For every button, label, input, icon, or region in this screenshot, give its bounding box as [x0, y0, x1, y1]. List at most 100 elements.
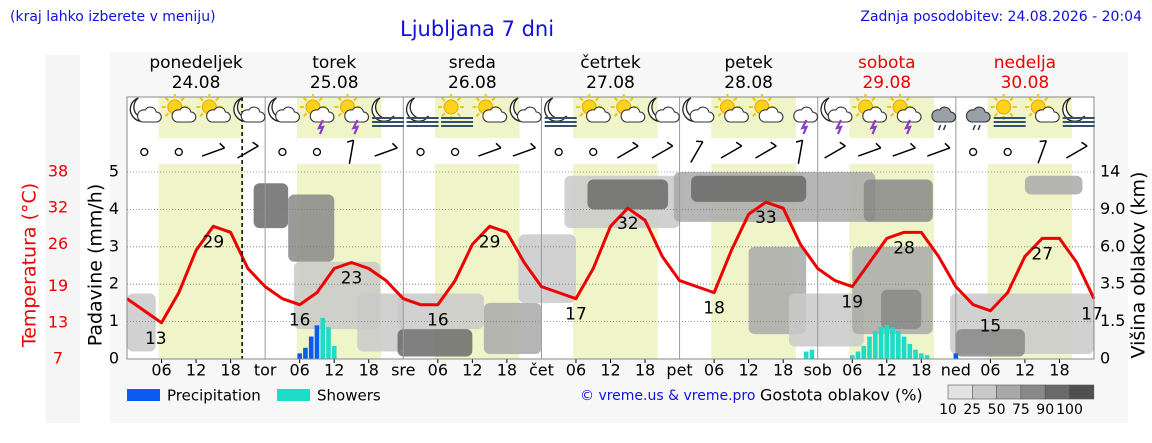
temperature-label: 17: [565, 305, 587, 325]
day-name: četrtek: [580, 53, 641, 73]
legend-label: Showers: [317, 387, 381, 405]
x-tick-label: 18: [497, 361, 517, 380]
lightning: [869, 119, 878, 135]
weather-icon: [371, 97, 405, 127]
x-tick-label: 12: [738, 361, 758, 380]
precip-bar: [320, 317, 326, 359]
x-tick-label: čet: [529, 361, 554, 380]
wind-shaft: [512, 147, 536, 157]
rain-drops: [972, 124, 981, 131]
cloud-cell: [587, 179, 669, 210]
update-time: Zadnja posodobitev: 24.08.2026 - 20:04: [860, 9, 1142, 25]
weather-icon: [438, 94, 474, 127]
temperature-axis-label: Temperatura (°C): [19, 183, 41, 348]
density-swatch: [947, 384, 973, 400]
cloud-cell: [518, 234, 576, 303]
sun-ray: [905, 97, 910, 102]
sun-ray: [353, 97, 358, 102]
x-tick-label: 06: [566, 361, 586, 380]
cloud-cell: [483, 302, 542, 355]
cloud: [344, 106, 369, 123]
cloud: [862, 106, 887, 123]
weather-icon: [129, 97, 162, 123]
y-tick-label: 2: [109, 274, 119, 293]
y2-tick-label: 6.0: [1100, 236, 1125, 255]
precip-bar: [913, 349, 918, 359]
day-name: ponedeljek: [149, 53, 243, 73]
wind-calm: [554, 147, 563, 157]
temperature-label: 16: [289, 311, 311, 331]
sun-ray: [1043, 97, 1049, 102]
cloud: [827, 106, 853, 123]
cloud: [931, 106, 957, 123]
x-tick-label: 06: [980, 361, 1000, 380]
wind-shaft: [892, 147, 916, 157]
wind-feather: [839, 141, 846, 147]
sun-ray: [579, 97, 584, 102]
wind-shaft: [348, 140, 355, 164]
precip-bar: [919, 353, 924, 359]
precip-bar: [924, 355, 930, 359]
wind-feather: [909, 142, 916, 149]
cloud-cell: [127, 293, 156, 352]
temperature-label: 27: [1031, 244, 1053, 264]
x-tick-label: 06: [842, 361, 862, 380]
x-tick-label: tor: [254, 361, 277, 380]
x-tick-label: 12: [600, 361, 620, 380]
weather-icon: [299, 94, 335, 135]
wind-barb: [927, 142, 951, 157]
temperature-label: 23: [341, 268, 363, 288]
x-tick-label: 18: [1049, 361, 1069, 380]
sun-ray: [1028, 97, 1033, 102]
day-date: 30.08: [1001, 73, 1050, 93]
legend-swatch: [127, 389, 160, 401]
wind-feather: [391, 142, 398, 149]
lightning: [316, 119, 325, 135]
x-tick-label: 12: [186, 361, 206, 380]
wind-calm: [140, 147, 149, 157]
menu-note: (kraj lahko izberete v meniju): [10, 9, 216, 25]
weather-icon: [405, 97, 439, 127]
sun-ray: [629, 97, 634, 102]
wind-barb: [755, 141, 777, 159]
sun-ray: [318, 97, 323, 102]
temperature-label: 33: [755, 208, 777, 228]
sun-ray: [1009, 112, 1014, 117]
credit: © vreme.us & vreme.pro: [580, 388, 755, 404]
weather-icon: [233, 97, 266, 123]
sun-ray: [199, 112, 204, 117]
wind-feather: [219, 142, 226, 149]
temperature-label: 13: [145, 329, 167, 349]
precip-bar: [297, 353, 302, 359]
precip-bar: [331, 345, 337, 359]
wind-feather: [944, 142, 951, 149]
precip-bar: [308, 336, 314, 359]
wind-barb: [346, 139, 355, 164]
weather-icon: [544, 97, 577, 127]
precip-bar: [901, 336, 907, 359]
x-tick-label: 06: [151, 361, 171, 380]
wind-shaft: [201, 147, 225, 157]
weather-icon: [931, 106, 957, 131]
cloud: [171, 106, 197, 123]
lightning: [351, 119, 360, 135]
sun-ray: [475, 97, 480, 102]
wind-feather: [252, 141, 259, 147]
sun-ray: [475, 112, 480, 117]
sun-ray: [164, 112, 170, 117]
wind-barb: [512, 142, 536, 157]
wind-shaft: [857, 147, 882, 157]
sun-ray: [337, 112, 342, 117]
wind-feather: [1081, 141, 1088, 147]
y-tick-label: 5: [109, 162, 119, 181]
wind-feather: [1039, 139, 1047, 143]
x-tick-label: sre: [391, 361, 415, 380]
day-date: 25.08: [310, 73, 359, 93]
temperature-label: 29: [203, 232, 225, 252]
day-name: petek: [725, 53, 773, 73]
temperature-tick-label: 7: [53, 349, 63, 368]
sun-ray: [456, 97, 461, 102]
sun-ray: [717, 112, 722, 117]
y2-tick-label: 9.0: [1100, 199, 1125, 218]
wind-feather: [795, 139, 803, 143]
